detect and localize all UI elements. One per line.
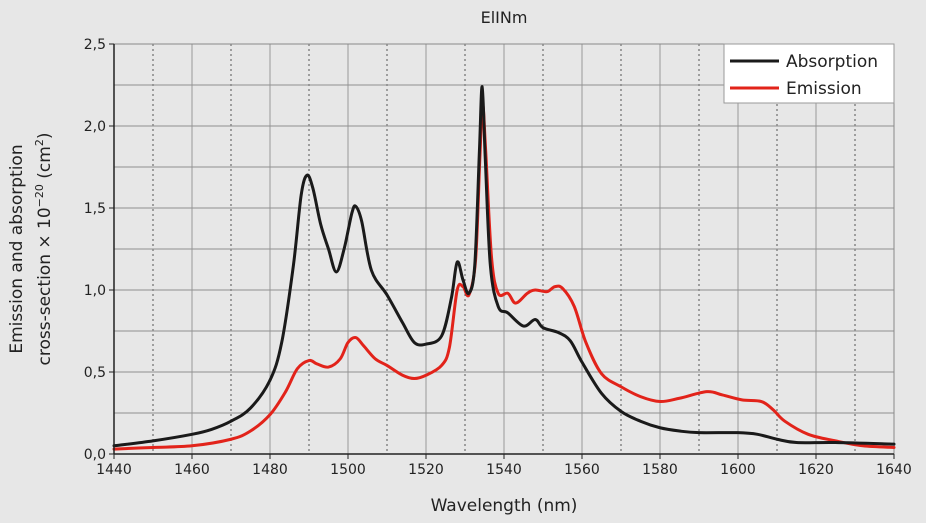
legend-box	[723, 43, 895, 104]
series-line-absorption	[112, 85, 896, 448]
x-tick-label: 1440	[96, 462, 132, 478]
y-axis-title-prefix: cross-section × 10	[35, 207, 55, 365]
x-tick-label: 1640	[876, 462, 912, 478]
tick-labels: 1440 1460 1480 1500 1520 1540 1560 1580 1600 1620…	[84, 37, 912, 478]
x-tick-label: 1520	[408, 462, 444, 478]
data-series	[112, 85, 896, 451]
y-tick-label: 1,0	[84, 283, 106, 299]
x-tick-label: 1560	[564, 462, 600, 478]
y-axis-title-unit: (cm	[35, 146, 55, 184]
x-tick-label: 1600	[720, 462, 756, 478]
x-tick-label: 1460	[174, 462, 210, 478]
x-tick-label: 1580	[642, 462, 678, 478]
x-tick-label: 1480	[252, 462, 288, 478]
axes	[109, 43, 895, 459]
y-axis-title-exponent: −20	[33, 184, 46, 207]
chart-title: ElINm	[481, 8, 528, 27]
x-tick-label: 1500	[330, 462, 366, 478]
x-tick-label: 1540	[486, 462, 522, 478]
legend: Absorption Emission	[723, 43, 895, 104]
x-axis-title: Wavelength (nm)	[431, 496, 578, 516]
legend-emission-label: Emission	[786, 79, 862, 99]
y-tick-label: 0,5	[84, 365, 106, 381]
y-tick-label: 2,5	[84, 37, 106, 53]
y-axis-title-line1: Emission and absorption	[7, 144, 27, 353]
y-tick-label: 0,0	[84, 447, 106, 463]
grid-lines	[114, 44, 894, 454]
y-axis-title-unit-exponent: 2	[33, 139, 46, 146]
x-tick-label: 1620	[798, 462, 834, 478]
y-axis-title-close: )	[35, 133, 55, 140]
y-tick-label: 1,5	[84, 201, 106, 217]
y-tick-label: 2,0	[84, 119, 106, 135]
legend-absorption-label: Absorption	[786, 52, 878, 72]
y-axis-title-line2: cross-section × 10−20 (cm2)	[33, 133, 55, 366]
